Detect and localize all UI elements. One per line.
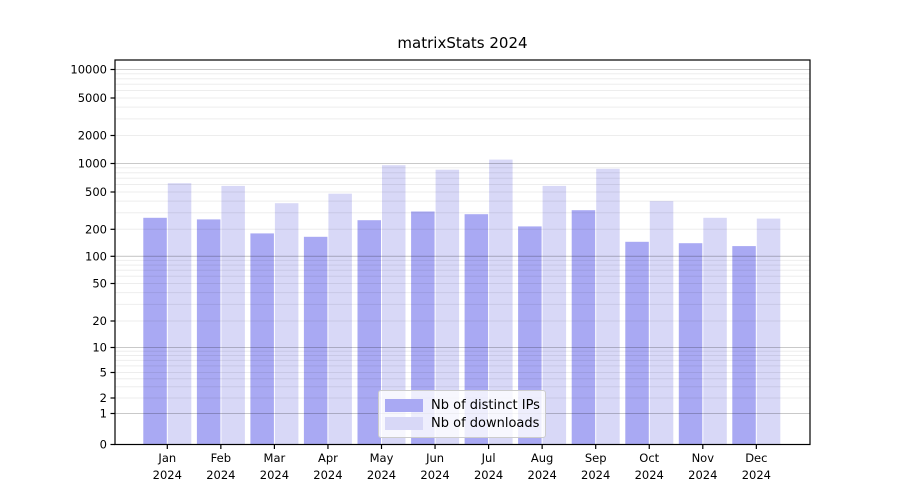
y-tick-label-500: 500 <box>85 185 107 199</box>
legend-item-distinct-ips: Nb of distinct IPs <box>385 396 540 414</box>
legend-label-downloads: Nb of downloads <box>431 415 540 431</box>
bar-nb-of-distinct-ips-jul <box>464 214 489 445</box>
x-tick-label-year-sep: 2024 <box>581 468 610 482</box>
y-tick-label-2000: 2000 <box>78 129 107 143</box>
x-tick-label-year-mar: 2024 <box>260 468 289 482</box>
y-tick-label-20: 20 <box>92 314 107 328</box>
bar-nb-of-distinct-ips-nov <box>678 243 703 445</box>
x-tick-label-year-jan: 2024 <box>153 468 182 482</box>
x-tick-label-year-dec: 2024 <box>742 468 771 482</box>
x-tick-label-month-feb: Feb <box>211 451 231 465</box>
x-tick-label-month-sep: Sep <box>585 451 607 465</box>
y-tick-label-50: 50 <box>92 277 107 291</box>
y-tick-label-10000: 10000 <box>70 63 107 77</box>
bar-nb-of-downloads-nov <box>703 217 727 445</box>
bar-nb-of-distinct-ips-oct <box>625 241 649 445</box>
x-tick-label-month-mar: Mar <box>264 451 286 465</box>
bar-nb-of-downloads-sep <box>596 168 620 445</box>
y-tick-label-1000: 1000 <box>78 157 107 171</box>
bar-nb-of-distinct-ips-apr <box>303 236 328 445</box>
x-tick-label-year-nov: 2024 <box>688 468 717 482</box>
bar-nb-of-distinct-ips-feb <box>196 219 221 445</box>
x-tick-label-month-jul: Jul <box>481 451 496 465</box>
y-tick-label-2: 2 <box>100 391 107 405</box>
y-tick-label-5000: 5000 <box>78 91 107 105</box>
bar-nb-of-distinct-ips-jan <box>143 217 167 445</box>
y-tick-label-5: 5 <box>100 366 107 380</box>
x-tick-label-month-jun: Jun <box>425 451 444 465</box>
bar-nb-of-downloads-feb <box>221 185 245 445</box>
y-tick-label-200: 200 <box>85 222 107 236</box>
bar-nb-of-distinct-ips-sep <box>571 210 596 445</box>
x-tick-label-month-jan: Jan <box>157 451 176 465</box>
bar-nb-of-downloads-aug <box>542 185 567 445</box>
bar-nb-of-distinct-ips-dec <box>732 246 756 445</box>
chart-title: matrixStats 2024 <box>397 34 528 52</box>
legend-label-distinct-ips: Nb of distinct IPs <box>431 397 540 413</box>
x-tick-label-month-oct: Oct <box>639 451 659 465</box>
x-tick-label-year-may: 2024 <box>367 468 396 482</box>
x-tick-label-month-may: May <box>370 451 394 465</box>
legend-swatch-downloads <box>385 416 423 430</box>
x-tick-label-month-apr: Apr <box>318 451 338 465</box>
y-tick-label-1: 1 <box>100 407 107 421</box>
x-tick-label-month-dec: Dec <box>745 451 767 465</box>
bar-nb-of-downloads-jun <box>435 169 460 445</box>
bar-nb-of-downloads-dec <box>756 218 781 445</box>
bar-nb-of-distinct-ips-may <box>357 220 381 445</box>
x-tick-label-year-apr: 2024 <box>313 468 342 482</box>
bar-nb-of-downloads-mar <box>274 203 299 445</box>
y-tick-label-10: 10 <box>92 341 107 355</box>
bar-nb-of-downloads-jul <box>489 159 513 445</box>
x-tick-label-year-feb: 2024 <box>206 468 235 482</box>
legend: Nb of distinct IPs Nb of downloads <box>378 390 546 438</box>
bar-nb-of-downloads-oct <box>649 201 674 445</box>
x-tick-label-month-aug: Aug <box>531 451 553 465</box>
x-tick-label-year-jun: 2024 <box>420 468 449 482</box>
x-tick-label-month-nov: Nov <box>692 451 715 465</box>
x-tick-label-year-oct: 2024 <box>635 468 664 482</box>
bar-nb-of-downloads-may <box>382 165 406 445</box>
legend-swatch-distinct-ips <box>385 398 423 412</box>
bar-nb-of-downloads-apr <box>328 193 352 445</box>
y-tick-label-0: 0 <box>100 438 107 452</box>
bar-nb-of-distinct-ips-aug <box>518 226 542 445</box>
bar-nb-of-distinct-ips-mar <box>250 233 274 445</box>
x-tick-label-year-jul: 2024 <box>474 468 503 482</box>
bar-nb-of-distinct-ips-jun <box>411 211 435 445</box>
y-tick-label-100: 100 <box>85 249 107 263</box>
plot-border <box>114 59 811 446</box>
bar-nb-of-downloads-jan <box>167 183 192 445</box>
x-tick-label-year-aug: 2024 <box>528 468 557 482</box>
legend-item-downloads: Nb of downloads <box>385 414 540 432</box>
